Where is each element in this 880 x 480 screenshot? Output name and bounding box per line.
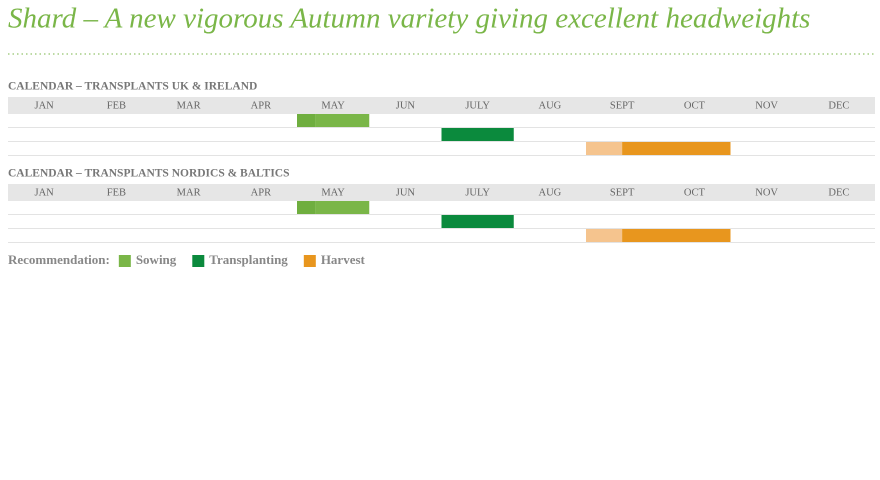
month-label: APR	[251, 100, 271, 111]
month-label: APR	[251, 187, 271, 198]
title: Shard – A new vigorous Autumn variety gi…	[8, 3, 810, 35]
month-label: DEC	[828, 100, 849, 111]
calendar-heading: CALENDAR – TRANSPLANTS UK & IRELAND	[8, 81, 257, 93]
month-label: JAN	[34, 187, 54, 198]
legend-swatch	[303, 255, 316, 267]
month-label: AUG	[539, 187, 562, 198]
period-bar	[315, 201, 370, 214]
month-label: NOV	[755, 187, 778, 198]
legend-item: Transplanting	[209, 252, 288, 267]
month-label: FEB	[107, 187, 126, 198]
period-bar	[622, 229, 731, 242]
month-label: JUN	[396, 187, 416, 198]
month-label: JAN	[34, 100, 54, 111]
legend-label: Recommendation:	[8, 252, 110, 267]
calendar-heading: CALENDAR – TRANSPLANTS NORDICS & BALTICS	[8, 168, 290, 180]
month-label: AUG	[539, 100, 562, 111]
period-bar	[315, 114, 370, 127]
legend-swatch	[118, 255, 131, 267]
month-label: JUN	[396, 100, 416, 111]
month-label: MAY	[321, 100, 345, 111]
month-label: MAR	[177, 187, 201, 198]
month-bar	[8, 97, 875, 114]
period-bar	[441, 128, 514, 141]
month-label: OCT	[684, 100, 706, 111]
month-bar	[8, 184, 875, 201]
month-label: JULY	[465, 187, 490, 198]
month-label: DEC	[828, 187, 849, 198]
period-bar	[297, 201, 316, 214]
period-bar	[297, 114, 316, 127]
legend-item: Harvest	[321, 252, 366, 267]
month-label: NOV	[755, 100, 778, 111]
period-bar	[622, 142, 731, 155]
month-label: JULY	[465, 100, 490, 111]
month-label: OCT	[684, 187, 706, 198]
legend-swatch	[192, 255, 205, 267]
period-bar	[586, 142, 623, 155]
period-bar	[441, 215, 514, 228]
month-label: FEB	[107, 100, 126, 111]
period-bar	[586, 229, 623, 242]
month-label: SEPT	[610, 100, 635, 111]
month-label: SEPT	[610, 187, 635, 198]
legend-item: Sowing	[136, 252, 177, 267]
month-label: MAR	[177, 100, 201, 111]
month-label: MAY	[321, 187, 345, 198]
